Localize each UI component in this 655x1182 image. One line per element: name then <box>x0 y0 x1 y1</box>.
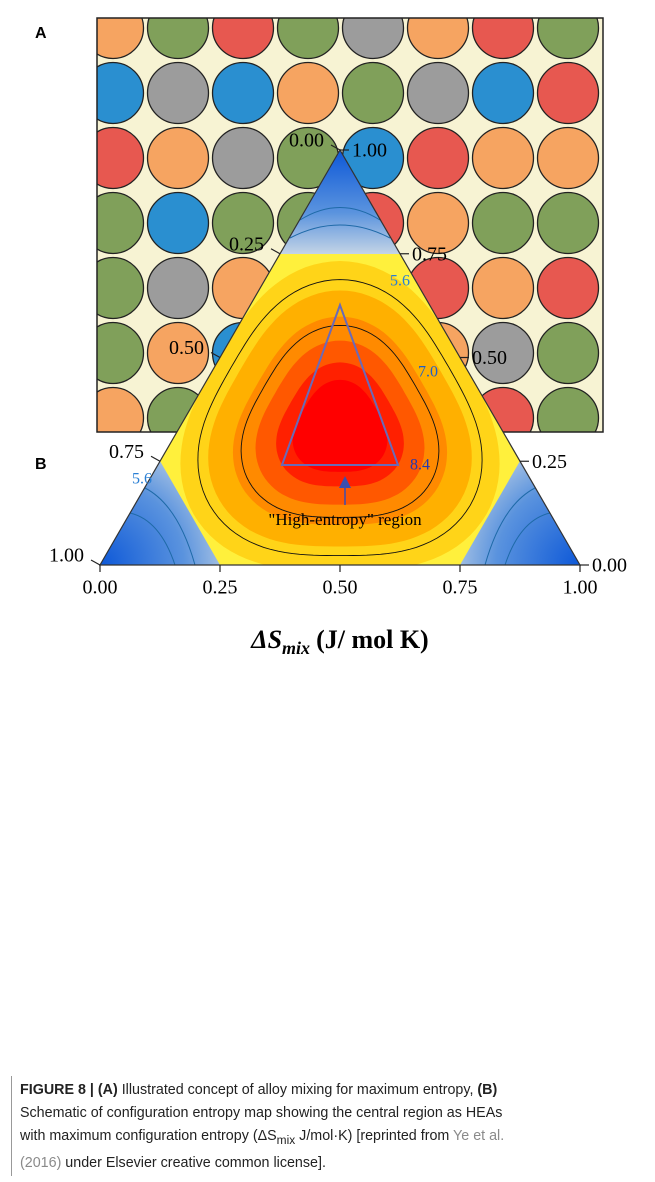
atom <box>148 63 209 124</box>
atom <box>408 128 469 189</box>
contour-label: 5.6 <box>132 471 152 488</box>
atom <box>538 323 599 384</box>
atom <box>473 128 534 189</box>
tick-label: 1.00 <box>352 140 387 162</box>
axis-subscript: mix <box>282 638 310 658</box>
atom <box>148 128 209 189</box>
atom <box>473 193 534 254</box>
caption-text: with maximum configuration entropy (ΔS <box>20 1128 277 1144</box>
tick-label: 0.50 <box>169 337 204 359</box>
axis-symbol: ΔS <box>250 625 282 654</box>
caption-text: Illustrated concept of alloy mixing for … <box>118 1082 478 1098</box>
atom <box>83 323 144 384</box>
atom <box>538 128 599 189</box>
tick-label: 1.00 <box>49 545 84 567</box>
tick-label: 0.25 <box>532 451 567 473</box>
caption: FIGURE 8 | (A) Illustrated concept of al… <box>20 1079 648 1175</box>
tick-label: 0.50 <box>472 347 507 369</box>
citation-link[interactable]: (2016) <box>20 1155 61 1171</box>
atom <box>213 0 274 59</box>
tick-mark <box>151 456 160 461</box>
tick-label: 0.75 <box>443 577 478 599</box>
atom <box>278 0 339 59</box>
panel-label: B <box>35 456 47 473</box>
atom <box>83 258 144 319</box>
tick-label: 0.75 <box>109 441 144 463</box>
atom <box>408 63 469 124</box>
atom <box>538 193 599 254</box>
caption-text: under Elsevier creative common license]. <box>61 1155 326 1171</box>
caption-text: Schematic of configuration entropy map s… <box>20 1105 502 1121</box>
atom <box>408 0 469 59</box>
contour-label: 8.4 <box>410 457 430 474</box>
atom <box>343 63 404 124</box>
atom <box>83 388 144 449</box>
contour-label: 5.6 <box>390 273 410 290</box>
tick-label: 0.00 <box>592 555 627 577</box>
tick-label: 0.75 <box>412 243 447 265</box>
atom <box>473 0 534 59</box>
tick-mark <box>91 560 100 565</box>
caption-text: J/mol·K) [reprinted from <box>295 1128 453 1144</box>
atom <box>538 63 599 124</box>
panel-label: A <box>35 25 47 42</box>
axis-unit: (J/ mol K) <box>316 625 429 654</box>
tick-label: 0.50 <box>323 577 358 599</box>
contour-label: 7.0 <box>418 364 438 381</box>
caption-subscript: mix <box>277 1133 296 1147</box>
tick-label: 0.25 <box>203 577 238 599</box>
atom <box>538 388 599 449</box>
atom <box>213 128 274 189</box>
caption-label: (B) <box>477 1082 497 1098</box>
figure: A B "High-entropy" region 5.6 7.0 8.4 5.… <box>0 0 655 1070</box>
atom <box>148 0 209 59</box>
axis-title: ΔSmix (J/ mol K) <box>250 625 428 658</box>
atom <box>213 63 274 124</box>
atom <box>278 63 339 124</box>
atom <box>473 63 534 124</box>
atom <box>473 258 534 319</box>
atom <box>538 0 599 59</box>
atom <box>343 0 404 59</box>
atom <box>83 128 144 189</box>
tick-label: 0.00 <box>83 577 118 599</box>
tick-label: 0.00 <box>289 130 324 152</box>
atom <box>538 258 599 319</box>
caption-label: FIGURE 8 | (A) <box>20 1082 118 1098</box>
atom <box>83 63 144 124</box>
atom <box>148 258 209 319</box>
citation-link[interactable]: Ye et al. <box>453 1128 504 1144</box>
tick-label: 1.00 <box>563 577 598 599</box>
page: A B "High-entropy" region 5.6 7.0 8.4 5.… <box>0 0 655 1182</box>
atom <box>148 193 209 254</box>
caption-bar <box>11 1076 12 1176</box>
tick-label: 0.25 <box>229 233 264 255</box>
region-label: "High-entropy" region <box>268 510 422 529</box>
atom <box>83 0 144 59</box>
atom <box>83 193 144 254</box>
